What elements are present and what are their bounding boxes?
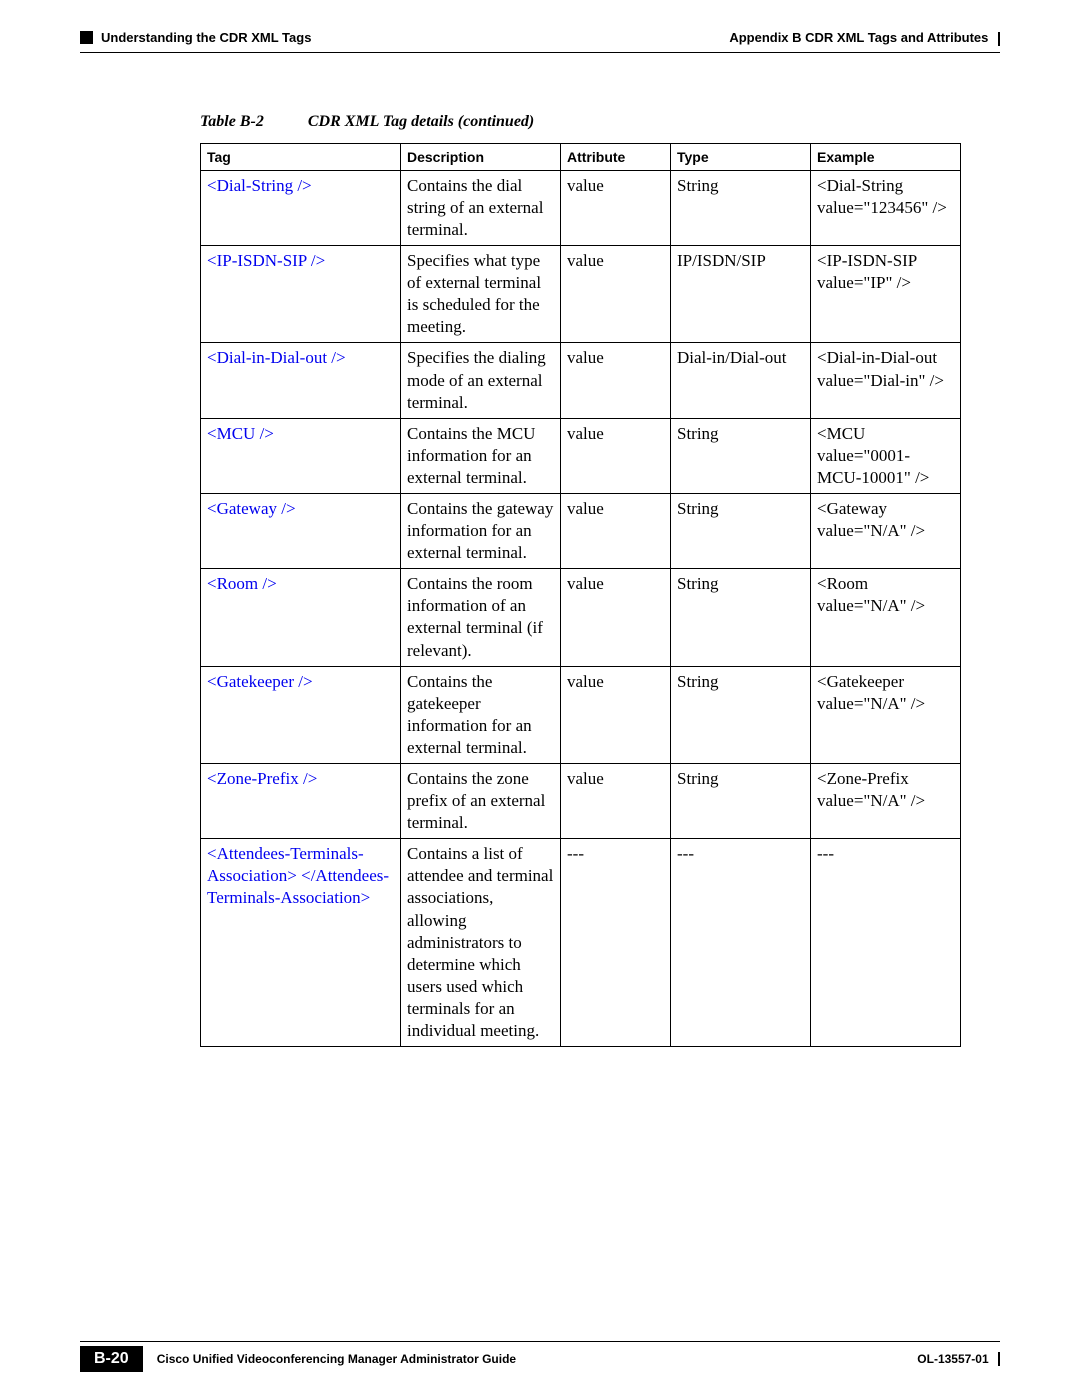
table-header-row: Tag Description Attribute Type Example: [201, 143, 961, 170]
col-example: Example: [811, 143, 961, 170]
xml-tag-link[interactable]: <IP-ISDN-SIP />: [207, 251, 325, 270]
cell-description: Contains the gateway information for an …: [401, 493, 561, 568]
xml-tag-link[interactable]: <Zone-Prefix />: [207, 769, 317, 788]
cell-type: ---: [671, 839, 811, 1047]
table-row: <Gateway /> Contains the gateway informat…: [201, 493, 961, 568]
cell-attribute: value: [561, 418, 671, 493]
cdr-xml-tag-table: Tag Description Attribute Type Example <…: [200, 143, 961, 1048]
cell-type: String: [671, 764, 811, 839]
cell-tag: <Gateway />: [201, 493, 401, 568]
xml-tag-link[interactable]: <Gateway />: [207, 499, 296, 518]
cell-attribute: value: [561, 764, 671, 839]
appendix-title: Appendix B CDR XML Tags and Attributes: [729, 30, 988, 45]
cell-example: <Zone-Prefix value="N/A" />: [811, 764, 961, 839]
table-row: <Dial-String /> Contains the dial string …: [201, 170, 961, 245]
guide-title: Cisco Unified Videoconferencing Manager …: [157, 1352, 516, 1366]
col-attribute: Attribute: [561, 143, 671, 170]
table-row: <IP-ISDN-SIP /> Specifies what type of ex…: [201, 246, 961, 343]
cell-example: <Gateway value="N/A" />: [811, 493, 961, 568]
cell-attribute: value: [561, 493, 671, 568]
cell-description: Contains the room information of an exte…: [401, 569, 561, 666]
xml-tag-link[interactable]: <Room />: [207, 574, 277, 593]
header-left: Understanding the CDR XML Tags: [80, 30, 311, 45]
cell-description: Contains the zone prefix of an external …: [401, 764, 561, 839]
cell-description: Specifies the dialing mode of an externa…: [401, 343, 561, 418]
cell-example: <Dial-String value="123456" />: [811, 170, 961, 245]
cell-attribute: ---: [561, 839, 671, 1047]
col-description: Description: [401, 143, 561, 170]
footer-right: OL-13557-01: [917, 1352, 1000, 1367]
cell-tag: <Dial-in-Dial-out />: [201, 343, 401, 418]
table-row: <Room /> Contains the room information of…: [201, 569, 961, 666]
cell-attribute: value: [561, 246, 671, 343]
cell-tag: <Zone-Prefix />: [201, 764, 401, 839]
cell-type: String: [671, 170, 811, 245]
cell-description: Specifies what type of external terminal…: [401, 246, 561, 343]
cell-type: String: [671, 418, 811, 493]
cell-description: Contains a list of attendee and terminal…: [401, 839, 561, 1047]
page-footer: B-20 Cisco Unified Videoconferencing Man…: [80, 1341, 1000, 1372]
page-header: Understanding the CDR XML Tags Appendix …: [80, 30, 1000, 46]
xml-tag-link[interactable]: <Dial-String />: [207, 176, 312, 195]
cell-type: Dial-in/Dial-out: [671, 343, 811, 418]
cell-tag: <Room />: [201, 569, 401, 666]
cell-type: String: [671, 493, 811, 568]
table-number: Table B-2: [200, 113, 264, 130]
cell-type: String: [671, 569, 811, 666]
cell-example: <Room value="N/A" />: [811, 569, 961, 666]
cell-example: <IP-ISDN-SIP value="IP" />: [811, 246, 961, 343]
cell-tag: <MCU />: [201, 418, 401, 493]
cell-tag: <Gatekeeper />: [201, 666, 401, 763]
table-caption: Table B-2 CDR XML Tag details (continued…: [200, 113, 1000, 131]
header-rule: [80, 52, 1000, 53]
cell-tag: <IP-ISDN-SIP />: [201, 246, 401, 343]
cell-tag: <Attendees-Terminals-Association> </Atte…: [201, 839, 401, 1047]
xml-tag-link[interactable]: <Attendees-Terminals-Association> </Atte…: [207, 844, 389, 907]
footer-left: B-20 Cisco Unified Videoconferencing Man…: [80, 1346, 516, 1372]
doc-id: OL-13557-01: [917, 1352, 988, 1366]
cell-example: <MCU value="0001-MCU-10001" />: [811, 418, 961, 493]
cell-description: Contains the gatekeeper information for …: [401, 666, 561, 763]
cell-attribute: value: [561, 343, 671, 418]
col-tag: Tag: [201, 143, 401, 170]
table-row: <Gatekeeper /> Contains the gatekeeper in…: [201, 666, 961, 763]
cell-attribute: value: [561, 666, 671, 763]
square-icon: [80, 31, 93, 44]
xml-tag-link[interactable]: <Gatekeeper />: [207, 672, 313, 691]
page-number: B-20: [80, 1346, 143, 1372]
cell-attribute: value: [561, 569, 671, 666]
table-row: <MCU /> Contains the MCU information for …: [201, 418, 961, 493]
cell-tag: <Dial-String />: [201, 170, 401, 245]
table-row: <Dial-in-Dial-out /> Specifies the dialin…: [201, 343, 961, 418]
section-title: Understanding the CDR XML Tags: [101, 30, 311, 45]
col-type: Type: [671, 143, 811, 170]
xml-tag-link[interactable]: <Dial-in-Dial-out />: [207, 348, 346, 367]
header-right: Appendix B CDR XML Tags and Attributes: [729, 30, 1000, 46]
footer-rule: [80, 1341, 1000, 1342]
table-row: <Zone-Prefix /> Contains the zone prefix …: [201, 764, 961, 839]
table-title: CDR XML Tag details (continued): [308, 113, 534, 130]
cell-example: <Gatekeeper value="N/A" />: [811, 666, 961, 763]
table-row: <Attendees-Terminals-Association> </Atte…: [201, 839, 961, 1047]
cell-type: String: [671, 666, 811, 763]
cell-description: Contains the dial string of an external …: [401, 170, 561, 245]
tick-icon: [998, 1352, 1000, 1366]
tick-icon: [998, 32, 1000, 46]
cell-type: IP/ISDN/SIP: [671, 246, 811, 343]
cell-example: <Dial-in-Dial-out value="Dial-in" />: [811, 343, 961, 418]
xml-tag-link[interactable]: <MCU />: [207, 424, 274, 443]
cell-description: Contains the MCU information for an exte…: [401, 418, 561, 493]
cell-attribute: value: [561, 170, 671, 245]
cell-example: ---: [811, 839, 961, 1047]
